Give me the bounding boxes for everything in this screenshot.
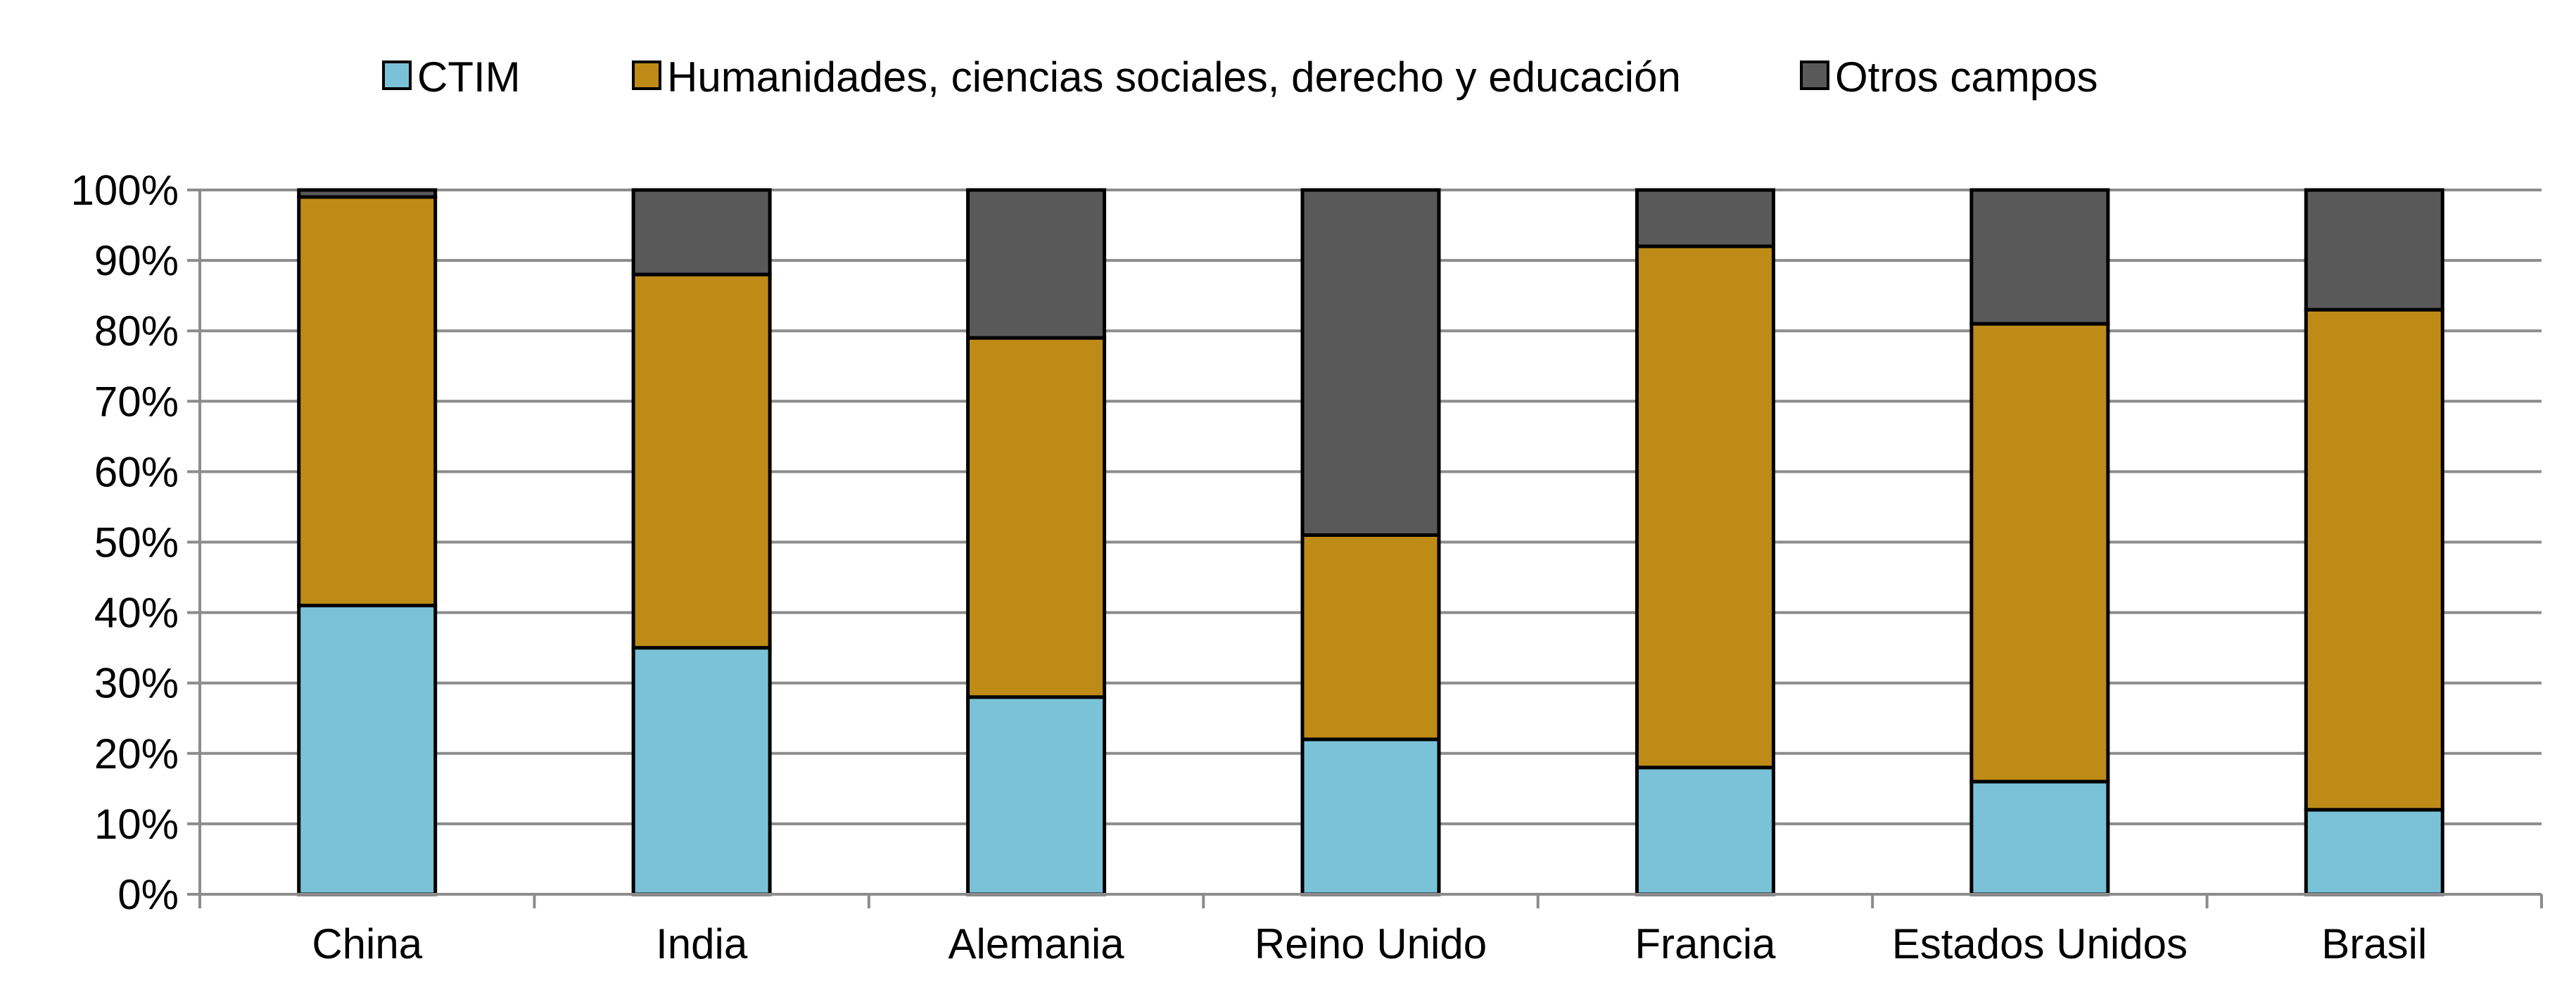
bar-group-estados-unidos [1969,188,2110,896]
x-tick-label-china: China [312,920,422,967]
x-tick-label-brasil: Brasil [2321,920,2427,967]
bar-humanidades-ciencias-sociales-derecho-y-educacion-alemania [966,336,1107,699]
bar-group-francia [1635,188,1775,896]
y-tick-label: 20% [94,730,179,777]
bar-ctim-reino-unido [1300,737,1441,896]
y-tick-label: 50% [94,519,179,566]
y-tick-label: 70% [94,378,179,425]
bar-otros-campos-alemania [966,188,1107,340]
bar-ctim-francia [1635,766,1775,896]
bar-humanidades-ciencias-sociales-derecho-y-educacion-china [297,195,438,608]
legend-item-ctim: CTIM [382,53,521,101]
bar-humanidades-ciencias-sociales-derecho-y-educacion-brasil [2304,307,2444,812]
bar-otros-campos-china [297,188,438,199]
bar-otros-campos-india [631,188,772,277]
x-tick-label-india: India [656,920,748,967]
bar-group-china [297,188,438,896]
y-tick-label: 100% [71,167,179,214]
bar-ctim-china [297,604,438,896]
y-axis-tick-labels: 0% 10% 20% 30% 40% 50% 60% 70% 80% 90% 100% [71,167,179,918]
bar-group-alemania [966,188,1107,896]
x-tick-label-reino-unido: Reino Unido [1255,920,1487,967]
bar-otros-campos-reino-unido [1300,188,1441,537]
x-axis-tick-labels: China India Alemania Reino Unido Francia Esta… [312,920,2427,967]
y-tick-label: 60% [94,448,179,495]
legend-item-humanidades-ciencias-sociales-derecho-y-educacion: Humanidades, ciencias sociales, derecho … [632,53,1681,101]
legend-label: CTIM [417,53,521,101]
legend-swatch [632,61,661,90]
bar-ctim-india [631,646,772,896]
bar-group-brasil [2304,188,2444,896]
bar-otros-campos-estados-unidos [1969,188,2110,326]
legend-label: Otros campos [1835,53,2098,101]
y-tick-label: 10% [94,801,179,848]
bar-humanidades-ciencias-sociales-derecho-y-educacion-reino-unido [1300,533,1441,742]
bar-ctim-alemania [966,695,1107,896]
bar-ctim-estados-unidos [1969,780,2110,896]
bar-group-india [631,188,772,896]
legend: CTIM Humanidades, ciencias sociales, dere… [382,53,2098,101]
legend-swatch [382,61,412,90]
x-tick-label-estados-unidos: Estados Unidos [1892,920,2188,967]
bar-ctim-brasil [2304,808,2444,896]
bar-otros-campos-francia [1635,188,1775,248]
y-tick-label: 90% [94,237,179,284]
legend-label: Humanidades, ciencias sociales, derecho … [667,53,1681,101]
y-tick-label: 30% [94,660,179,707]
axes [198,190,2543,908]
bar-otros-campos-brasil [2304,188,2444,312]
x-tick-label-alemania: Alemania [948,920,1125,967]
bar-humanidades-ciencias-sociales-derecho-y-educacion-estados-unidos [1969,322,2110,784]
x-tick-label-francia: Francia [1635,920,1776,967]
legend-swatch [1800,61,1829,90]
bars [297,188,2444,896]
bar-humanidades-ciencias-sociales-derecho-y-educacion-india [631,272,772,650]
bar-humanidades-ciencias-sociales-derecho-y-educacion-francia [1635,244,1775,770]
y-tick-label: 0% [118,871,179,918]
legend-item-otros-campos: Otros campos [1800,53,2098,101]
y-tick-label: 80% [94,307,179,355]
y-tick-label: 40% [94,590,179,637]
bar-group-reino-unido [1300,188,1441,896]
